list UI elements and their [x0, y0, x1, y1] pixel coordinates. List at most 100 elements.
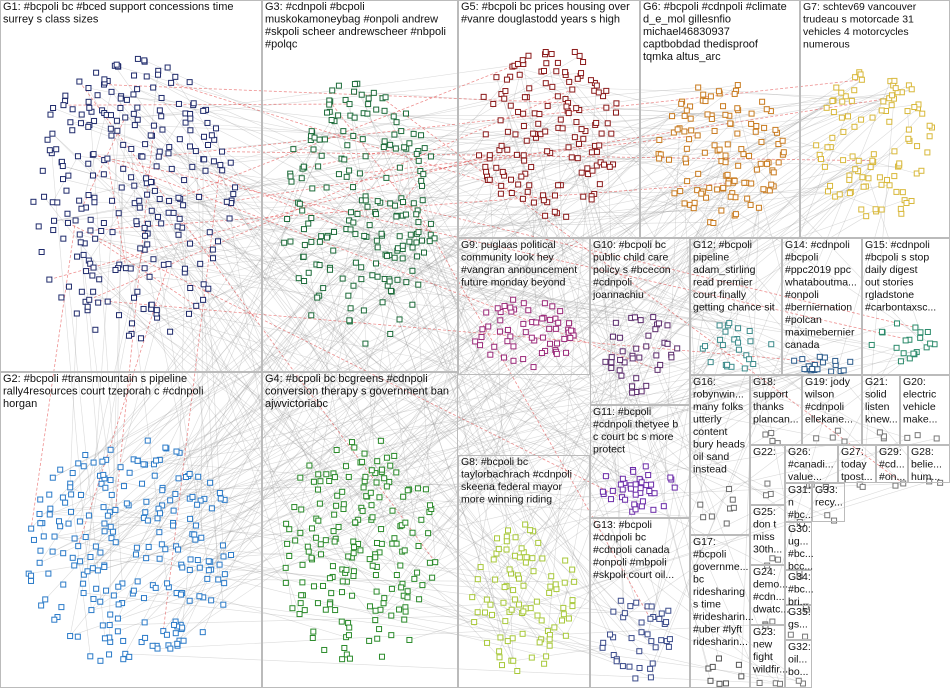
node [107, 523, 114, 530]
node [359, 458, 366, 465]
node [198, 534, 205, 541]
node [681, 128, 688, 135]
node [94, 92, 101, 99]
node [216, 489, 223, 496]
group-label: #vangran announcement [461, 264, 577, 276]
node [298, 175, 305, 182]
node [519, 195, 526, 202]
node [551, 192, 558, 199]
edge [72, 557, 514, 591]
edge [649, 154, 875, 669]
edge [222, 151, 873, 162]
node [546, 636, 553, 643]
node [588, 196, 595, 203]
edge [118, 213, 510, 613]
node [316, 238, 323, 245]
node [282, 579, 289, 586]
node [891, 148, 898, 155]
node [671, 484, 678, 491]
node [96, 276, 103, 283]
node [290, 146, 297, 153]
node [72, 217, 79, 224]
node [522, 329, 529, 336]
node [92, 235, 99, 242]
node [472, 338, 479, 345]
edge [189, 137, 315, 519]
node [374, 458, 381, 465]
node [366, 556, 373, 563]
edge [168, 212, 300, 615]
edge [166, 583, 347, 638]
node [78, 288, 85, 295]
node [350, 538, 357, 545]
node [328, 590, 335, 597]
edge [493, 369, 815, 560]
edge [294, 222, 354, 541]
node [166, 197, 173, 204]
node [200, 107, 207, 114]
node [80, 251, 87, 258]
node [196, 564, 203, 571]
node [562, 69, 569, 76]
edge [349, 103, 745, 184]
node [563, 103, 570, 110]
group-label: thanks [753, 401, 784, 413]
group-label: michael46830937 [643, 26, 730, 38]
node [422, 486, 429, 493]
node [418, 177, 425, 184]
node [197, 260, 204, 267]
node [361, 232, 368, 239]
node [718, 207, 725, 214]
node [341, 644, 348, 651]
group-label: ug... [788, 536, 808, 548]
node [539, 315, 546, 322]
group-label: tqmka altus_arc [643, 51, 721, 63]
node [520, 582, 527, 589]
node [358, 276, 365, 283]
node [351, 444, 358, 451]
node [69, 127, 76, 134]
node [383, 483, 390, 490]
edge [163, 89, 573, 632]
group-label: solid [865, 389, 887, 401]
node [206, 229, 213, 236]
node [638, 503, 645, 510]
group-label: G10: #bcpoli bc [593, 239, 666, 251]
node [695, 84, 702, 91]
node [158, 541, 165, 548]
node [85, 160, 92, 167]
node [406, 238, 413, 245]
node [520, 122, 527, 129]
node [99, 458, 106, 465]
node [115, 583, 122, 590]
group-label: G4: #bcpoli bc bcgreens #cdnpoli [265, 373, 428, 385]
node [520, 356, 527, 363]
node [400, 493, 407, 500]
node [410, 200, 417, 207]
node [573, 105, 580, 112]
node [763, 106, 770, 113]
edge [375, 342, 739, 621]
edge [523, 63, 537, 138]
node [281, 239, 288, 246]
node [106, 622, 113, 629]
node [494, 535, 501, 542]
edge [354, 91, 730, 117]
node [523, 137, 530, 144]
node [563, 213, 570, 220]
node [115, 210, 122, 217]
node [547, 583, 554, 590]
node [578, 169, 585, 176]
group-box [458, 0, 640, 238]
node [759, 98, 766, 105]
group-label: instead [693, 464, 727, 476]
edge [103, 84, 569, 104]
edge [85, 152, 551, 272]
node [45, 570, 52, 577]
node [748, 120, 755, 127]
node [534, 612, 541, 619]
node [593, 148, 600, 155]
node [158, 220, 165, 227]
node [151, 187, 158, 194]
node [801, 366, 808, 373]
